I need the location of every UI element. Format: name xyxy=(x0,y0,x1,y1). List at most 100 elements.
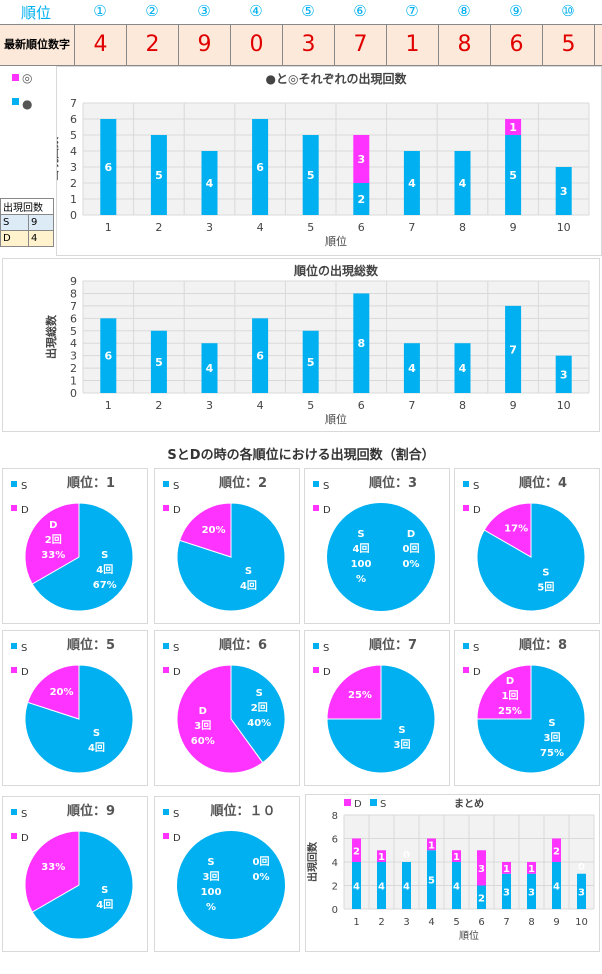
bar-segment xyxy=(454,343,471,393)
bar-segment xyxy=(552,862,561,909)
pie-data-label: S xyxy=(101,885,108,896)
pie-data-label: S xyxy=(256,688,263,699)
data-label: 1 xyxy=(428,840,435,851)
pie-data-label: 4回 xyxy=(353,543,370,555)
pie-data-label: 0回 xyxy=(253,856,270,868)
pie-title: 順位：6 xyxy=(219,637,267,653)
y-tick-label: 0 xyxy=(70,209,77,222)
bar-chart-each: 0 1 2 3 4 5 6 7 1 6 2 5 3 4 4 6 5 5 6 2 3 7 4 8 4 9 5 1 10 3 ●と◎それぞれの出… xyxy=(46,71,590,248)
data-label: 5 xyxy=(307,169,315,182)
x-tick-label: 4 xyxy=(257,399,264,412)
pie-data-label: 33% xyxy=(41,550,65,561)
pie-panel: 順位：1 S D S 4回 67% D 2回 33% xyxy=(2,468,148,624)
data-label: 5 xyxy=(307,356,315,369)
data-label: 4 xyxy=(353,882,360,893)
side-table-key: D xyxy=(0,230,29,247)
pie-chart: 順位：2 S D S 4回 20% xyxy=(163,475,286,612)
latest-number-cell[interactable]: 7 xyxy=(335,25,387,65)
bar-segment xyxy=(403,151,420,215)
chart-panel-summary: 0 2 4 6 8 1 4 2 2 4 1 3 4 0 4 5 1 5 4 1 6 2 3 7 3 1 8 3 1 9 4 2 10 3 0 まとめ順… xyxy=(305,794,600,952)
latest-number-cell[interactable]: 1 xyxy=(387,25,439,65)
rank-header-cell: ④ xyxy=(249,2,263,20)
data-label: 4 xyxy=(453,882,460,893)
legend-label-d: D xyxy=(173,833,181,844)
latest-number-cell[interactable]: 5 xyxy=(543,25,595,65)
pie-data-label: 4回 xyxy=(88,742,105,754)
bar-segment xyxy=(505,135,522,215)
rank-header-cell: ⑤ xyxy=(301,2,315,20)
pie-panel: 順位：１０ S D S 3回 100% 0回 0% xyxy=(154,796,300,952)
chart1-legend: ◎ ● xyxy=(12,71,32,111)
pie-chart: 順位：3 S D S 4回 100% D 0回 0% xyxy=(313,475,435,611)
y-tick-label: 0 xyxy=(70,387,77,400)
y-tick-label: 7 xyxy=(70,97,77,110)
pie-slice xyxy=(177,831,285,939)
legend-label-s: S xyxy=(323,643,329,654)
x-tick-label: 9 xyxy=(510,399,517,412)
pie-slice xyxy=(476,664,532,720)
x-tick-label: 10 xyxy=(557,399,571,412)
pie-panel: 順位：4 S D S 5回 17% xyxy=(454,468,600,624)
rank-header-cell: ⑦ xyxy=(405,2,419,20)
bar-segment xyxy=(252,119,269,215)
y-tick-label: 4 xyxy=(70,337,77,350)
pie-panel: 順位：3 S D S 4回 100% D 0回 0% xyxy=(304,468,450,624)
legend-label-s: S xyxy=(173,481,179,492)
bar-segment xyxy=(150,330,167,393)
pie-data-label: 17% xyxy=(504,523,528,534)
x-tick-label: 10 xyxy=(557,221,571,234)
legend-label-d: D xyxy=(21,833,29,844)
data-label: 1 xyxy=(378,852,385,863)
x-tick-label: 4 xyxy=(428,917,434,928)
pie-data-label: 4回 xyxy=(96,564,113,576)
chart-panel-each: 0 1 2 3 4 5 6 7 1 6 2 5 3 4 4 6 5 5 6 2 3 7 4 8 4 9 5 1 10 3 ●と◎それぞれの出… xyxy=(46,66,602,256)
legend-label-d: D xyxy=(323,667,331,678)
latest-number-cell[interactable]: 3 xyxy=(283,25,335,65)
latest-number-cell[interactable]: 2 xyxy=(127,25,179,65)
y-tick-label: 5 xyxy=(70,129,77,142)
pie-chart: 順位：8 S D S 3回 75% D 1回 25% xyxy=(463,637,586,774)
bar-segment xyxy=(555,355,572,393)
pie-slice xyxy=(31,502,134,612)
legend-label-d: D xyxy=(173,505,181,516)
latest-number-cell[interactable]: 0 xyxy=(231,25,283,65)
latest-number-cell[interactable]: 4 xyxy=(75,25,127,65)
bar-segment xyxy=(452,850,461,862)
x-tick-label: 8 xyxy=(459,221,466,234)
pie-data-label: 4回 xyxy=(96,899,113,911)
bar-segment xyxy=(353,293,370,393)
pie-slice xyxy=(31,830,134,940)
latest-number-cell[interactable]: 6 xyxy=(491,25,543,65)
legend-swatch-s xyxy=(11,643,17,649)
pie-panel: 順位：9 S D S 4回 33% xyxy=(2,796,148,952)
data-label: 4 xyxy=(553,882,560,893)
legend-swatch-s xyxy=(370,799,377,806)
pie-data-label: 1回 xyxy=(502,690,519,702)
data-label: 3 xyxy=(503,887,510,898)
legend-swatch-d xyxy=(313,667,319,673)
y-tick-label: 6 xyxy=(70,312,77,325)
data-label: 4 xyxy=(459,362,467,375)
bar-segment xyxy=(502,873,511,909)
pie-title: 順位：１０ xyxy=(210,803,275,819)
legend-swatch-magenta xyxy=(12,74,19,81)
x-tick-label: 2 xyxy=(378,917,384,928)
data-label: 0 xyxy=(578,862,585,873)
chart-title: まとめ xyxy=(454,798,484,810)
data-label: 3 xyxy=(357,153,365,166)
data-label: 0 xyxy=(403,850,410,861)
y-tick-label: 5 xyxy=(70,325,77,338)
pie-data-label: S xyxy=(542,568,549,579)
legend-swatch-cyan xyxy=(12,98,19,105)
bar-segment xyxy=(403,343,420,393)
legend-label-d: D xyxy=(354,799,362,810)
latest-number-cell[interactable]: 8 xyxy=(439,25,491,65)
pie-data-label: 75% xyxy=(540,748,564,759)
legend-label-s: S xyxy=(173,643,179,654)
bar-segment xyxy=(502,862,511,874)
latest-number-cell[interactable]: 9 xyxy=(179,25,231,65)
pie-data-label: 0回 xyxy=(403,543,420,555)
chart-title: 順位の出現総数 xyxy=(293,263,379,278)
pie-data-label: 20% xyxy=(50,687,74,698)
bar-segment xyxy=(252,318,269,393)
